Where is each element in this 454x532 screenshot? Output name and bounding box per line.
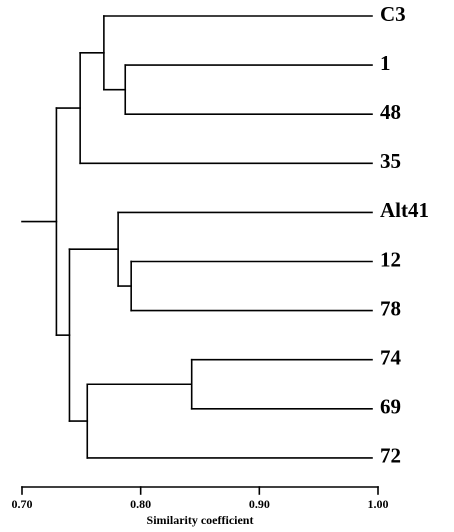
x-tick-label: 1.00 [368,497,389,511]
leaf-label: 12 [380,247,401,271]
x-tick-label: 0.90 [249,497,270,511]
leaf-label: 1 [380,51,391,75]
leaf-label: 74 [380,346,402,370]
x-tick-label: 0.70 [12,497,33,511]
leaf-label: 48 [380,100,401,124]
leaf-label: Alt41 [380,198,429,222]
leaf-label: 35 [380,149,401,173]
x-axis-label: Similarity coefficient [147,513,254,527]
leaf-label: 72 [380,444,401,468]
leaf-label: 69 [380,395,401,419]
x-tick-label: 0.80 [130,497,151,511]
leaf-label: 78 [380,296,401,320]
leaf-label: C3 [380,2,406,26]
